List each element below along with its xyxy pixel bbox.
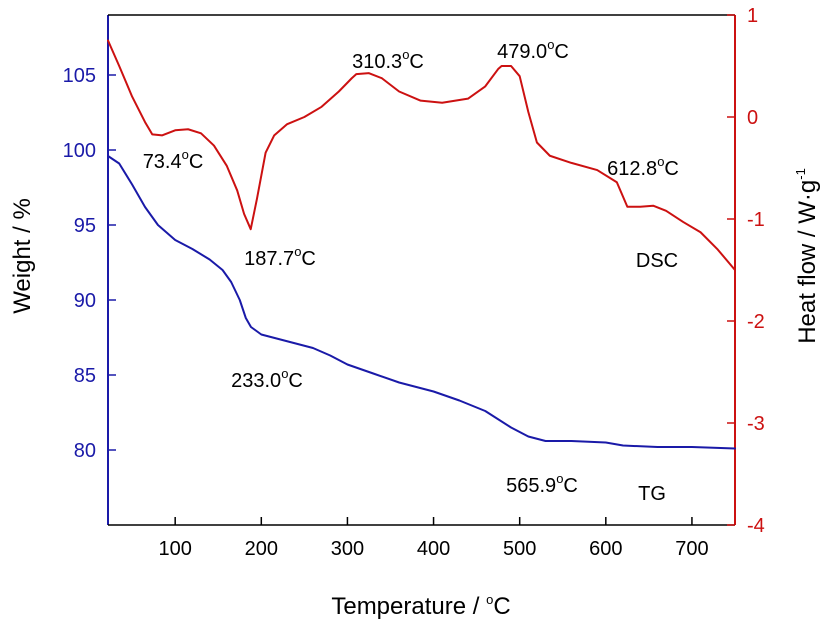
right-tick-label: -3 <box>747 413 765 435</box>
annotation-310-3: 310.3oC <box>352 47 424 73</box>
right-tick-label: -1 <box>747 209 765 231</box>
annotation-73-4: 73.4oC <box>143 147 204 173</box>
x-tick-label: 200 <box>245 538 278 560</box>
annotation-612-8: 612.8oC <box>607 154 679 180</box>
series-line-dsc <box>107 39 736 271</box>
right-tick-label: 0 <box>747 107 758 129</box>
annotation-479-0: 479.0oC <box>497 37 569 63</box>
x-tick-label: 700 <box>675 538 708 560</box>
left-ticks: 80 85 90 95 100 105 <box>63 65 116 462</box>
left-tick-label: 95 <box>74 215 96 237</box>
left-tick-label: 105 <box>63 65 96 87</box>
annotation-233-0: 233.0oC <box>231 366 303 392</box>
left-tick-label: 100 <box>63 140 96 162</box>
left-tick-label: 85 <box>74 365 96 387</box>
left-tick-label: 90 <box>74 290 96 312</box>
series-line-tg <box>107 155 736 450</box>
x-tick-label: 100 <box>158 538 191 560</box>
annotation-565-9: 565.9oC <box>506 471 578 497</box>
series-label-dsc: DSC <box>636 250 678 272</box>
series-layer <box>107 39 736 450</box>
right-ticks: -4 -3 -2 -1 0 1 <box>727 5 765 537</box>
series-label-tg: TG <box>638 483 666 505</box>
right-tick-label: 1 <box>747 5 758 27</box>
x-ticks: 100 200 300 400 500 600 700 <box>158 517 709 560</box>
x-tick-label: 300 <box>331 538 364 560</box>
right-tick-label: -4 <box>747 515 765 537</box>
x-tick-label: 600 <box>589 538 622 560</box>
left-axis-title: Weight / % <box>9 198 36 314</box>
x-tick-label: 400 <box>417 538 450 560</box>
right-axis-title: Heat flow / W·g-1 <box>793 168 821 344</box>
annotation-187-7: 187.7oC <box>244 244 316 270</box>
x-tick-label: 500 <box>503 538 536 560</box>
x-axis-title: Temperature / oC <box>331 592 510 620</box>
left-tick-label: 80 <box>74 440 96 462</box>
right-tick-label: -2 <box>747 311 765 333</box>
